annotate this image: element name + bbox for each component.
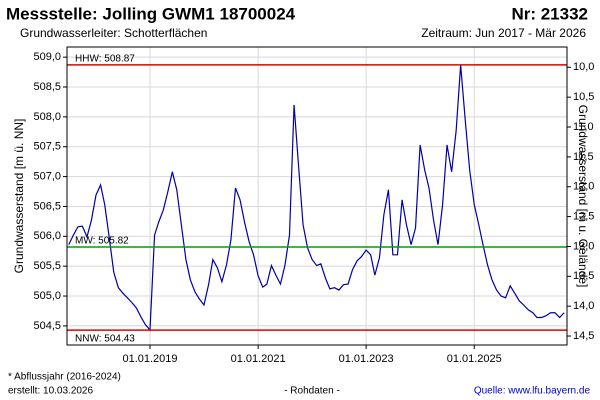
x-tick-label: 01.01.2023 (339, 353, 394, 365)
chart-title: Messstelle: Jolling GWM1 18700024 (6, 4, 296, 23)
y2-tick-label: 12,5 (573, 211, 594, 223)
created: erstellt: 10.03.2026 (8, 386, 93, 397)
y-tick-label: 508,0 (33, 111, 61, 123)
source-link[interactable]: Quelle: www.lfu.bayern.de (474, 386, 591, 397)
y-tick-label: 507,0 (33, 170, 61, 182)
y-tick-label: 506,0 (33, 230, 61, 242)
footnote: * Abflussjahr (2016-2024) (8, 372, 121, 383)
y-tick-label: 509,0 (33, 51, 61, 63)
data-line (68, 64, 565, 332)
y2-axis-label: Grundwasserstand [m u. Gelände] (576, 105, 590, 288)
y2-tick-label: 13,5 (573, 270, 594, 282)
station-number: Nr: 21332 (511, 4, 588, 23)
y2-tick-label: 14,5 (573, 330, 594, 342)
period: Zeitraum: Jun 2017 - Mär 2026 (421, 26, 586, 40)
y-tick-label: 508,5 (33, 81, 61, 93)
data-kind: - Rohdaten - (284, 386, 340, 397)
y-axis-label: Grundwasserstand [m ü. NN] (12, 119, 26, 274)
plot-area (67, 47, 567, 345)
x-tick-label: 01.01.2025 (447, 353, 502, 365)
reference-label: NNW: 504.43 (75, 334, 135, 345)
reference-label: HHW: 508.87 (75, 54, 135, 65)
x-tick-label: 01.01.2021 (231, 353, 286, 365)
y2-tick-label: 14,0 (573, 300, 594, 312)
y-tick-label: 504,5 (33, 320, 61, 332)
y2-tick-label: 10,0 (573, 61, 594, 73)
y-tick-label: 507,5 (33, 141, 61, 153)
y2-tick-label: 13,0 (573, 240, 594, 252)
y2-tick-label: 11,5 (573, 151, 594, 163)
aquifer: Grundwasserleiter: Schotterflächen (20, 26, 207, 40)
y2-tick-label: 12,0 (573, 181, 594, 193)
reference-label: MW: 505.82 (75, 236, 129, 247)
y-tick-label: 505,0 (33, 290, 61, 302)
y-tick-label: 506,5 (33, 200, 61, 212)
plot-frame (66, 46, 568, 346)
y2-tick-label: 10,5 (573, 91, 594, 103)
y-tick-label: 505,5 (33, 260, 61, 272)
y2-tick-label: 11,0 (573, 121, 594, 133)
x-tick-label: 01.01.2019 (122, 353, 177, 365)
